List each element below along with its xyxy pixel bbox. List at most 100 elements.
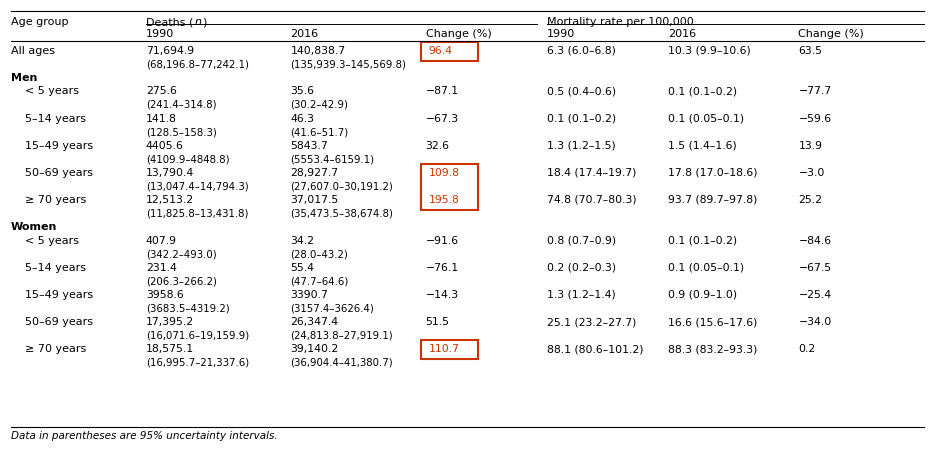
Text: Mortality rate per 100,000: Mortality rate per 100,000 <box>547 17 694 27</box>
Text: 5–14 years: 5–14 years <box>24 263 86 273</box>
Text: (16,071.6–19,159.9): (16,071.6–19,159.9) <box>146 331 249 341</box>
Text: 141.8: 141.8 <box>146 114 177 124</box>
Text: (47.7–64.6): (47.7–64.6) <box>291 276 349 286</box>
Text: 39,140.2: 39,140.2 <box>291 344 338 354</box>
Text: −25.4: −25.4 <box>798 290 831 300</box>
Text: Men: Men <box>10 73 37 83</box>
Text: 109.8: 109.8 <box>428 168 459 178</box>
Text: 74.8 (70.7–80.3): 74.8 (70.7–80.3) <box>547 195 637 205</box>
Text: Change (%): Change (%) <box>798 30 864 40</box>
Text: (5553.4–6159.1): (5553.4–6159.1) <box>291 154 375 164</box>
Text: 13,790.4: 13,790.4 <box>146 168 194 178</box>
Text: 13.9: 13.9 <box>798 141 823 151</box>
Text: (3157.4–3626.4): (3157.4–3626.4) <box>291 303 374 313</box>
Text: ≥ 70 years: ≥ 70 years <box>24 344 86 354</box>
Text: −3.0: −3.0 <box>798 168 825 178</box>
Text: (11,825.8–13,431.8): (11,825.8–13,431.8) <box>146 208 249 218</box>
Text: (41.6–51.7): (41.6–51.7) <box>291 127 349 137</box>
Text: Change (%): Change (%) <box>425 30 491 40</box>
Text: 25.1 (23.2–27.7): 25.1 (23.2–27.7) <box>547 317 636 327</box>
Text: 55.4: 55.4 <box>291 263 314 273</box>
Text: (342.2–493.0): (342.2–493.0) <box>146 249 217 259</box>
Text: 0.2: 0.2 <box>798 344 815 354</box>
Text: 88.1 (80.6–101.2): 88.1 (80.6–101.2) <box>547 344 643 354</box>
Text: 1990: 1990 <box>547 30 575 40</box>
Text: ): ) <box>202 17 207 27</box>
Text: 0.1 (0.1–0.2): 0.1 (0.1–0.2) <box>668 86 737 96</box>
Text: −87.1: −87.1 <box>425 86 459 96</box>
Text: −67.5: −67.5 <box>798 263 831 273</box>
Text: −84.6: −84.6 <box>798 236 831 246</box>
Text: −76.1: −76.1 <box>425 263 459 273</box>
Text: 96.4: 96.4 <box>428 46 453 56</box>
Text: < 5 years: < 5 years <box>24 86 79 96</box>
Text: 15–49 years: 15–49 years <box>24 141 93 151</box>
Text: 26,347.4: 26,347.4 <box>291 317 338 327</box>
Text: 35.6: 35.6 <box>291 86 314 96</box>
Text: 0.1 (0.1–0.2): 0.1 (0.1–0.2) <box>547 114 616 124</box>
Text: 71,694.9: 71,694.9 <box>146 46 194 56</box>
Text: 275.6: 275.6 <box>146 86 177 96</box>
Text: 0.1 (0.05–0.1): 0.1 (0.05–0.1) <box>668 263 744 273</box>
Text: (135,939.3–145,569.8): (135,939.3–145,569.8) <box>291 59 407 69</box>
Text: 0.2 (0.2–0.3): 0.2 (0.2–0.3) <box>547 263 616 273</box>
Text: (30.2–42.9): (30.2–42.9) <box>291 100 349 110</box>
Text: (4109.9–4848.8): (4109.9–4848.8) <box>146 154 229 164</box>
Text: −14.3: −14.3 <box>425 290 459 300</box>
Text: −59.6: −59.6 <box>798 114 831 124</box>
Text: 2016: 2016 <box>291 30 319 40</box>
Text: 17.8 (17.0–18.6): 17.8 (17.0–18.6) <box>668 168 757 178</box>
Text: 0.1 (0.1–0.2): 0.1 (0.1–0.2) <box>668 236 737 246</box>
Text: 1.3 (1.2–1.4): 1.3 (1.2–1.4) <box>547 290 615 300</box>
Text: 1990: 1990 <box>146 30 174 40</box>
Text: 50–69 years: 50–69 years <box>24 317 93 327</box>
Text: (27,607.0–30,191.2): (27,607.0–30,191.2) <box>291 182 394 192</box>
Text: 88.3 (83.2–93.3): 88.3 (83.2–93.3) <box>668 344 757 354</box>
Text: 1.3 (1.2–1.5): 1.3 (1.2–1.5) <box>547 141 615 151</box>
Text: 1.5 (1.4–1.6): 1.5 (1.4–1.6) <box>668 141 737 151</box>
Text: (13,047.4–14,794.3): (13,047.4–14,794.3) <box>146 182 249 192</box>
Text: 15–49 years: 15–49 years <box>24 290 93 300</box>
Text: 50–69 years: 50–69 years <box>24 168 93 178</box>
Text: 407.9: 407.9 <box>146 236 177 246</box>
Text: 0.5 (0.4–0.6): 0.5 (0.4–0.6) <box>547 86 616 96</box>
Text: ≥ 70 years: ≥ 70 years <box>24 195 86 205</box>
Text: 5–14 years: 5–14 years <box>24 114 86 124</box>
Text: < 5 years: < 5 years <box>24 236 79 246</box>
Text: 140,838.7: 140,838.7 <box>291 46 346 56</box>
Text: 46.3: 46.3 <box>291 114 314 124</box>
Text: (28.0–43.2): (28.0–43.2) <box>291 249 348 259</box>
Text: Age group: Age group <box>10 17 68 27</box>
Text: 34.2: 34.2 <box>291 236 314 246</box>
Text: 17,395.2: 17,395.2 <box>146 317 194 327</box>
Text: 3390.7: 3390.7 <box>291 290 328 300</box>
Text: (241.4–314.8): (241.4–314.8) <box>146 100 217 110</box>
Text: 18,575.1: 18,575.1 <box>146 344 194 354</box>
Text: Data in parentheses are 95% uncertainty intervals.: Data in parentheses are 95% uncertainty … <box>10 431 278 441</box>
Text: −34.0: −34.0 <box>798 317 832 327</box>
Text: 0.1 (0.05–0.1): 0.1 (0.05–0.1) <box>668 114 744 124</box>
Text: 2016: 2016 <box>668 30 696 40</box>
Text: −91.6: −91.6 <box>425 236 459 246</box>
Text: 231.4: 231.4 <box>146 263 177 273</box>
Text: 25.2: 25.2 <box>798 195 823 205</box>
Text: 32.6: 32.6 <box>425 141 450 151</box>
Text: (36,904.4–41,380.7): (36,904.4–41,380.7) <box>291 358 393 368</box>
Text: (3683.5–4319.2): (3683.5–4319.2) <box>146 303 230 313</box>
Text: 4405.6: 4405.6 <box>146 141 184 151</box>
Text: −67.3: −67.3 <box>425 114 459 124</box>
Text: (24,813.8–27,919.1): (24,813.8–27,919.1) <box>291 331 393 341</box>
Text: All ages: All ages <box>10 46 55 56</box>
Text: (128.5–158.3): (128.5–158.3) <box>146 127 217 137</box>
Text: Women: Women <box>10 222 57 232</box>
Text: (68,196.8–77,242.1): (68,196.8–77,242.1) <box>146 59 249 69</box>
Text: 195.8: 195.8 <box>428 195 459 205</box>
Text: 6.3 (6.0–6.8): 6.3 (6.0–6.8) <box>547 46 615 56</box>
Text: 12,513.2: 12,513.2 <box>146 195 194 205</box>
Text: Deaths (: Deaths ( <box>146 17 194 27</box>
Text: −77.7: −77.7 <box>798 86 831 96</box>
Text: 5843.7: 5843.7 <box>291 141 328 151</box>
Text: 10.3 (9.9–10.6): 10.3 (9.9–10.6) <box>668 46 751 56</box>
Text: 0.8 (0.7–0.9): 0.8 (0.7–0.9) <box>547 236 616 246</box>
Text: 51.5: 51.5 <box>425 317 450 327</box>
